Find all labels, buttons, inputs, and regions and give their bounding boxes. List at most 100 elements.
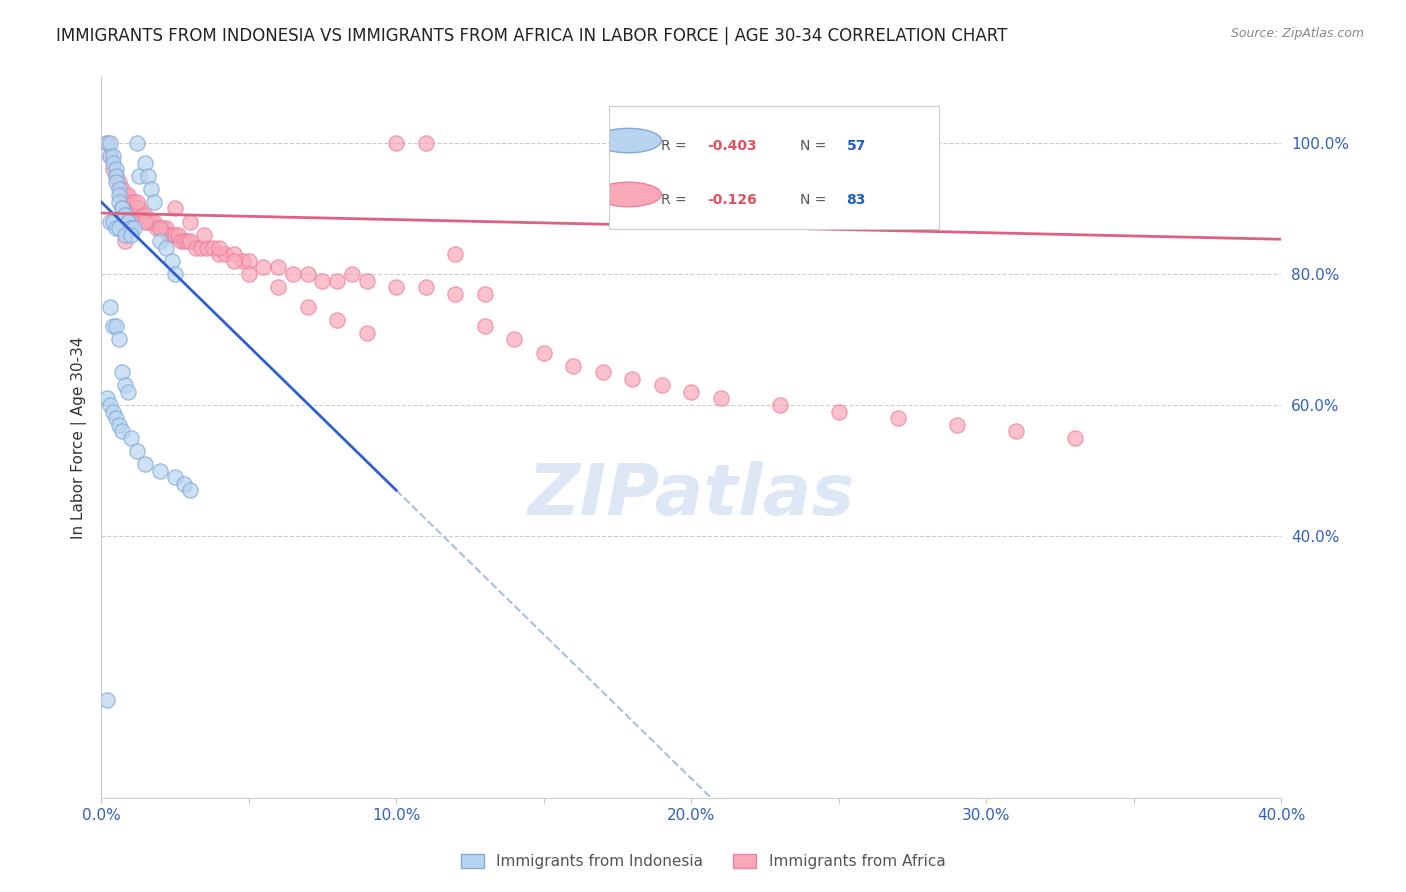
Point — [238, 267, 260, 281]
Point — [114, 234, 136, 248]
Point — [111, 202, 134, 216]
Point — [128, 169, 150, 183]
Point — [267, 260, 290, 275]
Point — [768, 398, 790, 412]
Point — [208, 247, 231, 261]
Point — [149, 221, 172, 235]
Point — [710, 392, 733, 406]
Point — [111, 182, 134, 196]
Point — [232, 253, 254, 268]
Point — [474, 286, 496, 301]
Point — [104, 319, 127, 334]
Point — [101, 404, 124, 418]
Point — [149, 463, 172, 477]
Point — [173, 234, 195, 248]
Point — [179, 234, 201, 248]
Point — [179, 214, 201, 228]
Point — [111, 424, 134, 438]
Point — [592, 365, 614, 379]
Point — [143, 214, 166, 228]
Point — [111, 202, 134, 216]
Point — [195, 241, 218, 255]
Point — [163, 227, 186, 242]
Point — [134, 208, 156, 222]
Point — [125, 194, 148, 209]
Point — [326, 273, 349, 287]
Point — [160, 227, 183, 242]
Point — [252, 260, 274, 275]
Point — [122, 194, 145, 209]
Text: ZIPatlas: ZIPatlas — [527, 461, 855, 530]
Point — [98, 398, 121, 412]
Point — [297, 267, 319, 281]
Point — [385, 136, 408, 150]
Point — [163, 202, 186, 216]
Point — [122, 221, 145, 235]
Point — [120, 221, 142, 235]
Point — [163, 470, 186, 484]
Y-axis label: In Labor Force | Age 30-34: In Labor Force | Age 30-34 — [72, 336, 87, 539]
Point — [136, 169, 159, 183]
Point — [621, 372, 644, 386]
Point — [125, 443, 148, 458]
Point — [143, 194, 166, 209]
Point — [503, 333, 526, 347]
Point — [173, 476, 195, 491]
Point — [117, 384, 139, 399]
Point — [120, 214, 142, 228]
Point — [120, 431, 142, 445]
Point — [96, 136, 118, 150]
Point — [114, 227, 136, 242]
Point — [114, 188, 136, 202]
Point — [98, 136, 121, 150]
Point — [651, 378, 673, 392]
Point — [385, 280, 408, 294]
Point — [134, 214, 156, 228]
Point — [108, 333, 131, 347]
Point — [120, 227, 142, 242]
Point — [96, 392, 118, 406]
Point — [108, 221, 131, 235]
Point — [155, 241, 177, 255]
Point — [101, 162, 124, 177]
Point — [415, 280, 437, 294]
Point — [117, 214, 139, 228]
Point — [108, 417, 131, 432]
Point — [166, 227, 188, 242]
Point — [141, 182, 163, 196]
Point — [415, 136, 437, 150]
Point — [326, 313, 349, 327]
Point — [98, 214, 121, 228]
Point — [267, 280, 290, 294]
Point — [1063, 431, 1085, 445]
Point — [474, 319, 496, 334]
Point — [104, 169, 127, 183]
Point — [152, 221, 174, 235]
Point — [101, 214, 124, 228]
Point — [120, 221, 142, 235]
Point — [184, 241, 207, 255]
Point — [356, 273, 378, 287]
Point — [176, 234, 198, 248]
Point — [886, 411, 908, 425]
Point — [179, 483, 201, 498]
Point — [101, 319, 124, 334]
Point — [311, 273, 333, 287]
Point — [149, 234, 172, 248]
Point — [214, 247, 236, 261]
Point — [104, 175, 127, 189]
Point — [108, 188, 131, 202]
Point — [1004, 424, 1026, 438]
Point — [141, 214, 163, 228]
Point — [104, 221, 127, 235]
Point — [444, 247, 467, 261]
Point — [104, 169, 127, 183]
Point — [238, 253, 260, 268]
Point — [108, 175, 131, 189]
Point — [125, 202, 148, 216]
Point — [108, 194, 131, 209]
Point — [190, 241, 212, 255]
Point — [340, 267, 363, 281]
Point — [125, 136, 148, 150]
Point — [222, 253, 245, 268]
